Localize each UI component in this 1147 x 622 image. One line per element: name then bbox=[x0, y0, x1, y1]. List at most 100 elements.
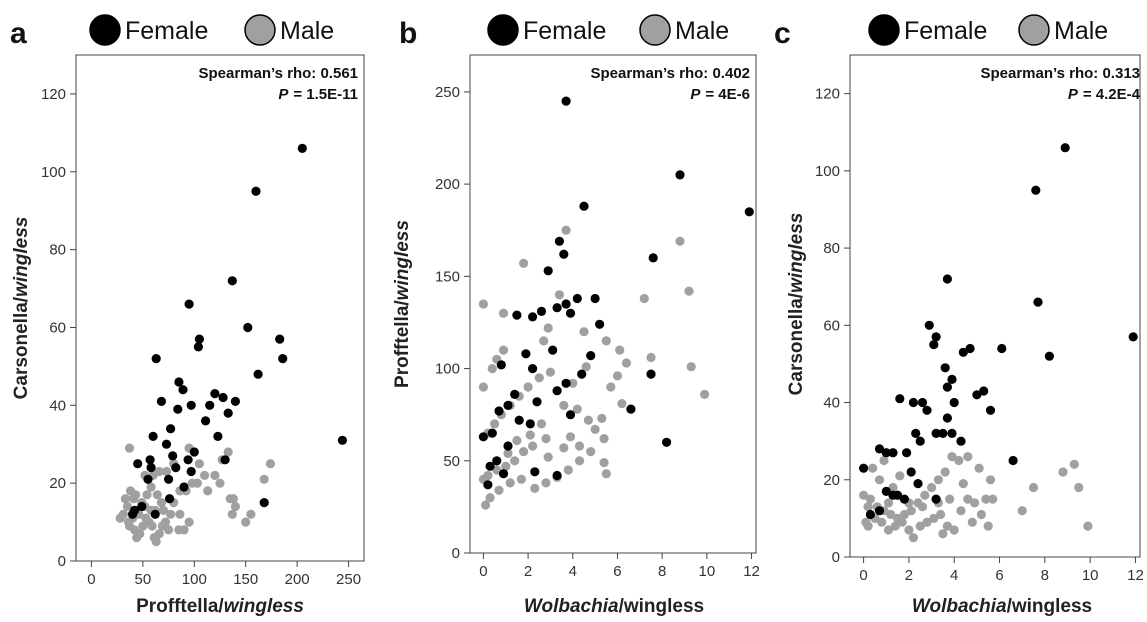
y-tick-label: 120 bbox=[815, 86, 840, 103]
male-data-point bbox=[879, 455, 889, 466]
female-data-point bbox=[201, 416, 211, 426]
male-data-point bbox=[976, 509, 986, 520]
female-data-point bbox=[133, 459, 143, 469]
female-data-point bbox=[536, 306, 547, 316]
male-data-point bbox=[523, 382, 533, 392]
female-data-point bbox=[1060, 143, 1070, 153]
x-tick-label: 4 bbox=[569, 563, 577, 580]
male-data-point bbox=[241, 517, 251, 527]
legend-female-label: Female bbox=[523, 17, 606, 45]
male-data-point bbox=[859, 490, 869, 500]
female-data-point bbox=[893, 490, 903, 500]
female-data-point bbox=[528, 364, 538, 374]
male-data-point bbox=[151, 536, 161, 547]
male-data-point bbox=[161, 466, 172, 477]
male-data-point bbox=[565, 432, 576, 442]
male-data-point bbox=[927, 482, 937, 493]
female-data-point bbox=[194, 334, 204, 344]
male-data-point bbox=[949, 525, 959, 535]
x-tick-label: 8 bbox=[1041, 567, 1049, 584]
female-data-point bbox=[1128, 332, 1138, 342]
female-data-point bbox=[590, 293, 600, 304]
male-data-point bbox=[940, 467, 950, 477]
female-data-point bbox=[913, 479, 923, 489]
male-data-point bbox=[115, 513, 125, 523]
male-data-point bbox=[490, 419, 500, 429]
female-data-point bbox=[166, 424, 176, 434]
x-axis-label-b: Wolbachia/wingless bbox=[524, 596, 704, 617]
x-tick-label: 0 bbox=[859, 567, 867, 584]
male-data-point bbox=[142, 490, 152, 500]
scatter-plot-a: a Female Male Spearman’s rho: 0.561 P = 1… bbox=[10, 14, 365, 617]
female-data-point bbox=[911, 428, 921, 438]
panel-letter-c: c bbox=[774, 17, 791, 50]
y-axis-label-italic-c: wingless bbox=[786, 213, 807, 293]
male-data-point bbox=[572, 404, 582, 414]
male-data-point bbox=[563, 465, 573, 475]
x-axis-label-italic-a: wingless bbox=[224, 596, 304, 617]
male-data-point bbox=[487, 364, 497, 374]
male-data-point bbox=[967, 517, 977, 527]
male-data-point bbox=[160, 517, 171, 527]
female-data-point bbox=[337, 435, 347, 445]
male-data-point bbox=[525, 430, 535, 440]
y-axis-label-a: Carsonella/wingless bbox=[11, 217, 32, 400]
male-data-point bbox=[225, 494, 235, 504]
female-data-point bbox=[143, 474, 153, 484]
male-data-point bbox=[1069, 459, 1079, 469]
male-data-point bbox=[599, 434, 609, 444]
legend-male-label: Male bbox=[1054, 17, 1108, 45]
y-tick-label: 50 bbox=[443, 453, 460, 470]
male-data-point bbox=[510, 456, 520, 466]
female-data-point bbox=[210, 389, 220, 399]
male-data-point bbox=[888, 482, 898, 493]
female-data-point bbox=[942, 413, 952, 423]
female-data-point bbox=[929, 340, 939, 350]
male-data-point bbox=[135, 529, 145, 539]
y-tick-label: 150 bbox=[435, 268, 460, 285]
plot-frame-a bbox=[75, 54, 365, 562]
female-data-point bbox=[218, 392, 228, 403]
female-data-point bbox=[874, 444, 885, 454]
male-data-point bbox=[700, 389, 710, 399]
p-value-text-a: = 1.5E-11 bbox=[293, 86, 358, 103]
spearman-rho-a: Spearman’s rho: 0.561 bbox=[198, 65, 358, 82]
male-data-point bbox=[230, 501, 240, 512]
x-tick-label: 250 bbox=[336, 571, 361, 588]
legend-male-marker bbox=[1018, 14, 1050, 46]
y-tick-label: 0 bbox=[58, 553, 66, 570]
male-data-point bbox=[933, 475, 943, 485]
p-value-b: P = 4E-6 bbox=[690, 86, 750, 103]
x-axis-label-plain-c: /wingless bbox=[1007, 596, 1093, 617]
female-data-point bbox=[881, 486, 891, 496]
female-data-point bbox=[956, 436, 966, 446]
male-data-point bbox=[559, 400, 569, 410]
male-data-point bbox=[883, 525, 894, 535]
female-data-point bbox=[915, 436, 925, 446]
male-data-point bbox=[988, 494, 998, 504]
female-data-point bbox=[559, 249, 569, 259]
male-data-point bbox=[492, 465, 502, 475]
male-data-point bbox=[215, 478, 225, 488]
y-tick-label: 40 bbox=[823, 395, 840, 412]
female-data-point bbox=[577, 369, 587, 379]
female-data-point bbox=[895, 394, 905, 404]
female-data-point bbox=[586, 351, 596, 361]
male-data-point bbox=[581, 362, 591, 372]
female-data-point bbox=[128, 509, 138, 519]
female-data-point bbox=[150, 509, 160, 519]
male-data-point bbox=[615, 345, 625, 355]
x-tick-label: 100 bbox=[182, 571, 207, 588]
female-data-point bbox=[626, 404, 636, 414]
plot-frame-b bbox=[469, 54, 757, 554]
male-data-point bbox=[579, 327, 589, 337]
x-tick-label: 10 bbox=[699, 563, 716, 580]
male-data-point bbox=[590, 424, 600, 434]
female-data-point bbox=[156, 396, 166, 406]
male-data-point bbox=[498, 308, 509, 318]
y-axis-label-plain-c: Carsonella/ bbox=[786, 292, 807, 395]
male-data-point bbox=[519, 258, 529, 268]
panel-b: b Female Male Spearman’s rho: 0.402 P = 4… bbox=[382, 0, 764, 622]
female-data-point bbox=[483, 480, 493, 490]
male-data-point bbox=[963, 494, 973, 504]
